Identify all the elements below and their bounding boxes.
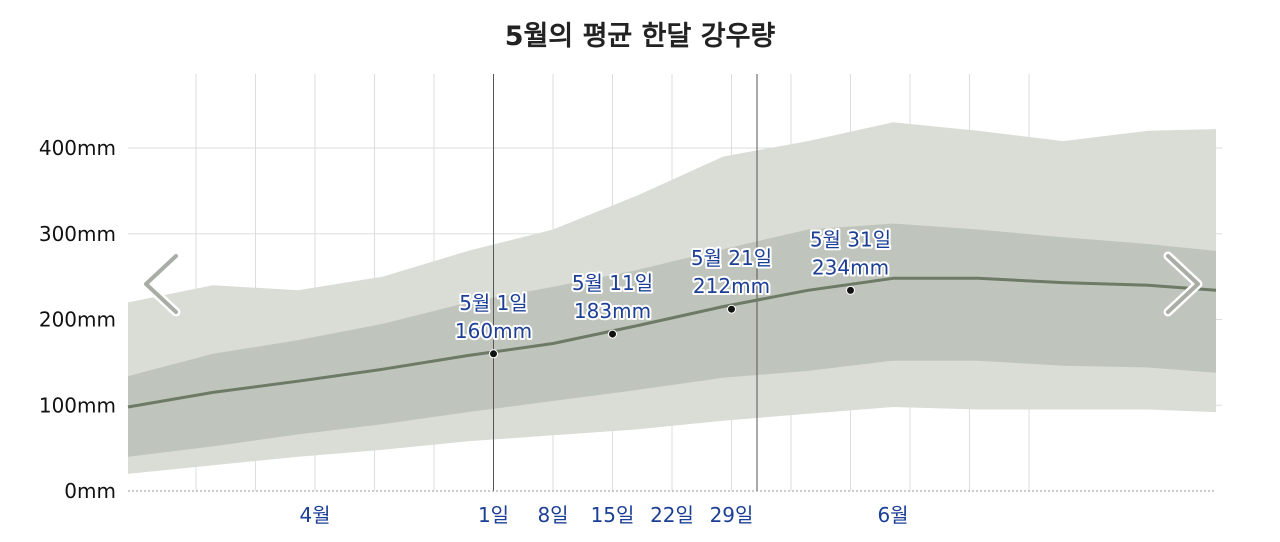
- chart-title: 5월의 평균 한달 강우량: [504, 21, 776, 52]
- y-tick-label: 300mm: [39, 222, 116, 246]
- annotation-date: 5월 21일: [691, 246, 772, 270]
- annotation-point: [727, 304, 736, 314]
- annotation-value: 234mm: [812, 255, 889, 279]
- x-tick-label: 29일: [710, 503, 754, 527]
- band-layer: [128, 122, 1216, 474]
- x-tick-label: 4월: [299, 503, 330, 527]
- y-tick-label: 100mm: [39, 393, 116, 417]
- annotation-value: 183mm: [574, 299, 651, 323]
- annotation-point: [489, 349, 498, 359]
- x-tick-label: 22일: [650, 503, 694, 527]
- annotation-point: [846, 285, 855, 295]
- y-tick-label: 200mm: [39, 308, 116, 332]
- next-button[interactable]: [1158, 250, 1208, 318]
- x-tick-label: 6월: [877, 503, 908, 527]
- annotation-value: 212mm: [693, 274, 770, 298]
- median-line-layer: [127, 276, 1217, 409]
- annotation-date: 5월 1일: [459, 291, 528, 315]
- annotation-point: [608, 329, 617, 339]
- x-tick-label: 15일: [591, 503, 635, 527]
- median-line: [127, 276, 1217, 409]
- x-tick-label: 1일: [478, 503, 509, 527]
- prev-button[interactable]: [138, 250, 188, 318]
- annotation-date: 5월 31일: [810, 227, 891, 251]
- inner-band: [128, 223, 1216, 457]
- annotation-layer: 5월 1일 160mm 5월 11일 183mm 5월 21일 212mm 5월 31일 23…: [453, 225, 893, 359]
- annotation-value: 160mm: [455, 319, 532, 343]
- y-tick-label: 0mm: [64, 479, 116, 503]
- annotation-date: 5월 11일: [572, 271, 653, 295]
- axis-layer: 0mm 100mm 200mm 300mm 400mm 4월 1일 8일 15일 22일 29일 6월: [39, 136, 1216, 527]
- x-tick-label: 8일: [537, 503, 568, 527]
- month-line-layer: [493, 74, 758, 491]
- y-tick-label: 400mm: [39, 136, 116, 160]
